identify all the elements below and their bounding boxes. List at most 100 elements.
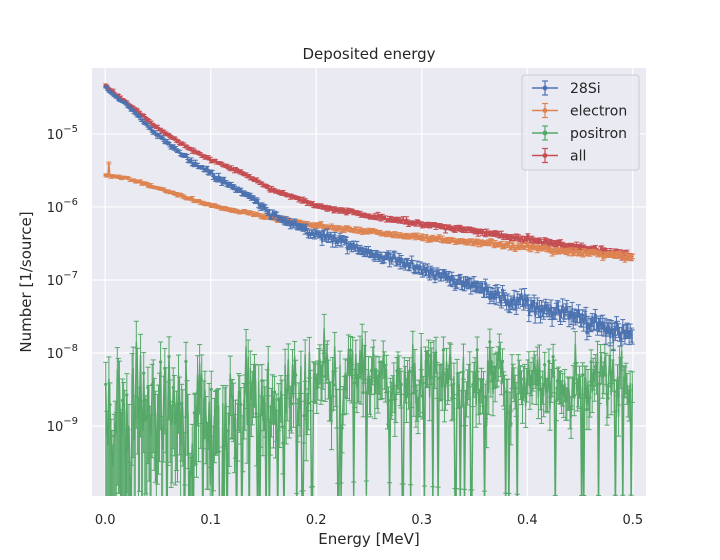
data-point [133, 180, 137, 184]
data-point [180, 193, 184, 198]
data-point [627, 400, 631, 404]
data-point [209, 160, 213, 164]
data-point [555, 379, 559, 383]
data-point [534, 246, 538, 250]
data-point [568, 407, 572, 411]
data-point [538, 387, 543, 391]
data-point [374, 229, 378, 234]
data-point [623, 258, 627, 262]
data-point [137, 179, 142, 183]
data-point [395, 232, 399, 236]
data-point [226, 207, 230, 211]
data-point [365, 230, 370, 235]
data-point [336, 225, 340, 229]
data-point [555, 249, 559, 253]
data-point [327, 206, 332, 210]
data-point [610, 370, 614, 374]
data-point [323, 205, 327, 209]
data-point [129, 535, 132, 538]
data-point [167, 190, 171, 194]
data-point [479, 379, 483, 383]
data-point [475, 348, 479, 352]
data-point [496, 231, 500, 235]
data-point [585, 251, 589, 256]
data-point [437, 234, 441, 239]
data-point [492, 232, 496, 237]
data-point [289, 193, 294, 198]
data-point [188, 147, 192, 151]
data-point [171, 136, 175, 140]
data-point [365, 214, 370, 218]
data-point [201, 154, 205, 158]
data-point [265, 521, 268, 524]
data-point [251, 379, 256, 383]
data-point [572, 251, 576, 255]
series-28Si [103, 85, 635, 352]
data-point [403, 234, 408, 239]
data-point [260, 215, 264, 220]
data-point [243, 173, 247, 177]
data-point [137, 406, 142, 411]
data-point [602, 254, 606, 259]
data-point [336, 495, 340, 496]
markers-positron [104, 340, 631, 538]
data-point [125, 393, 129, 397]
data-point [475, 230, 479, 234]
data-point [576, 244, 581, 249]
data-point [310, 224, 315, 229]
data-point [260, 379, 264, 383]
data-point [285, 193, 289, 197]
data-point [391, 219, 395, 223]
data-point [500, 359, 505, 364]
data-point [116, 378, 120, 382]
data-point [433, 364, 437, 368]
data-point [180, 401, 184, 406]
data-point [243, 209, 247, 213]
data-point [564, 245, 568, 249]
data-point [378, 214, 382, 218]
data-point [319, 377, 323, 381]
data-point [192, 199, 196, 203]
data-point [420, 394, 424, 398]
data-point [201, 532, 204, 535]
data-point [154, 478, 158, 482]
data-point [526, 234, 530, 238]
data-point [446, 380, 450, 384]
data-point [538, 239, 543, 243]
data-point [471, 242, 475, 246]
data-point [479, 229, 483, 233]
data-point [568, 249, 572, 253]
data-point [222, 164, 226, 168]
data-point [344, 225, 348, 229]
data-point [623, 377, 627, 381]
data-point [142, 371, 146, 375]
data-point [150, 185, 154, 189]
data-point [196, 408, 201, 413]
data-point [167, 133, 171, 137]
data-point [403, 220, 408, 224]
data-point [104, 173, 108, 177]
data-point [559, 391, 564, 395]
data-point [458, 238, 462, 243]
data-point [424, 224, 429, 228]
data-point [399, 234, 403, 238]
data-point [294, 195, 298, 200]
data-point [306, 200, 310, 205]
data-point [484, 242, 488, 246]
data-point [408, 234, 412, 238]
data-point [509, 422, 513, 426]
data-point [484, 233, 488, 237]
data-point [302, 414, 306, 418]
data-point [484, 395, 488, 399]
data-point [467, 375, 471, 379]
data-point [564, 398, 568, 402]
data-point [408, 369, 412, 373]
data-point [184, 196, 188, 200]
data-point [357, 375, 361, 379]
data-point [327, 225, 332, 229]
data-point [175, 139, 180, 143]
data-point [463, 501, 466, 504]
data-point [441, 224, 445, 228]
data-point [218, 161, 222, 165]
